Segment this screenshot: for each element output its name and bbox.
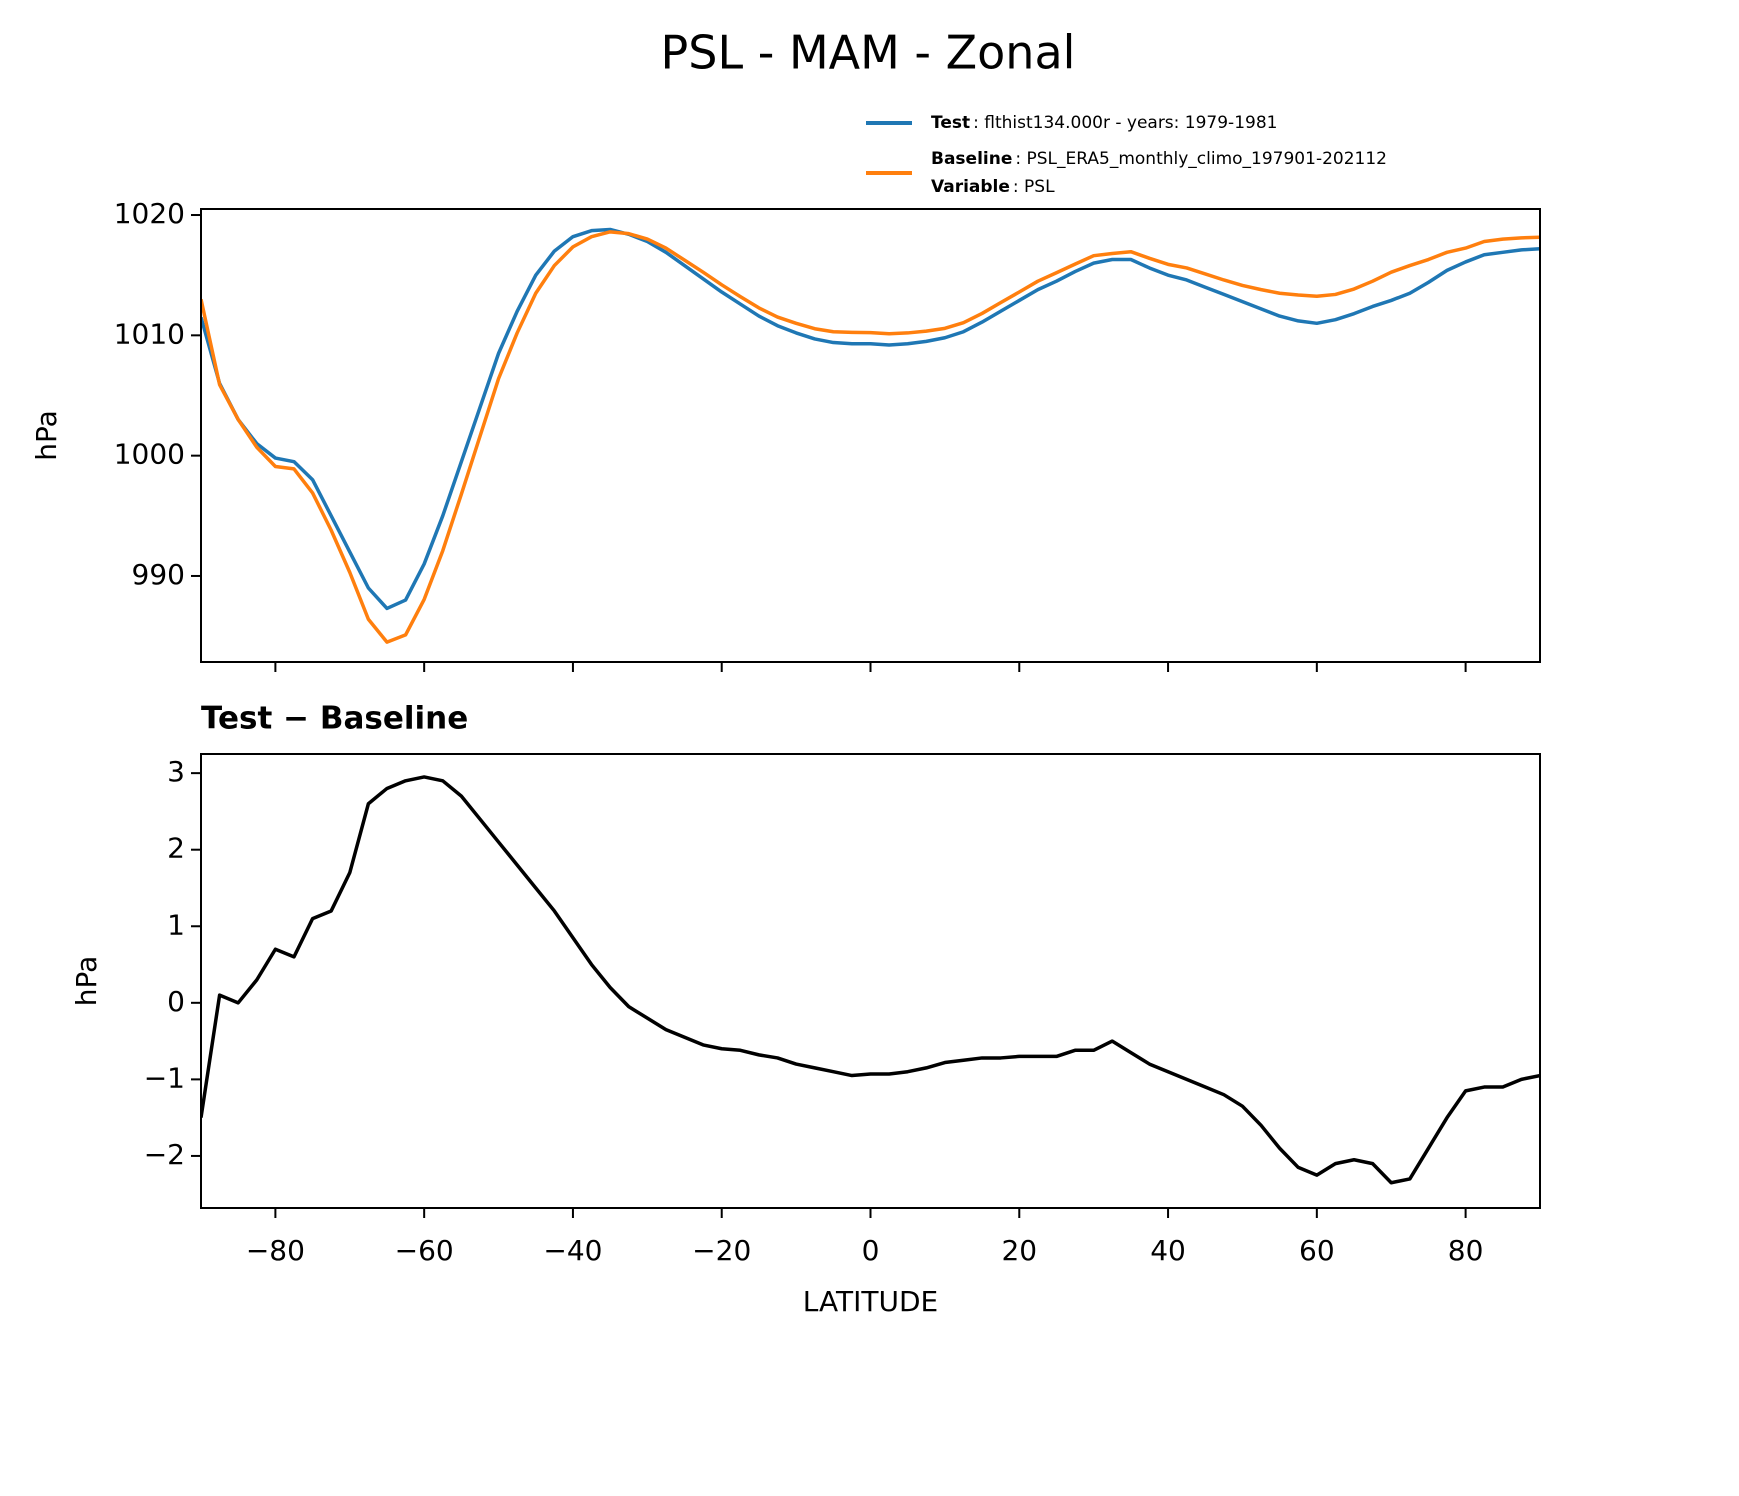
x-tick-label: −60	[395, 1234, 454, 1267]
figure-title: PSL - MAM - Zonal	[661, 26, 1076, 80]
y-tick-label: −2	[144, 1138, 185, 1171]
x-tick-label: 20	[1001, 1234, 1037, 1267]
x-tick-label: −40	[543, 1234, 602, 1267]
x-tick-label: −80	[246, 1234, 305, 1267]
y-axis-label: hPa	[30, 410, 63, 461]
subplot-title: Test − Baseline	[201, 701, 468, 737]
legend-name: Baseline	[931, 149, 1012, 169]
legend-name: Variable	[931, 177, 1010, 197]
y-tick-label: −1	[144, 1061, 185, 1094]
data-line	[201, 775, 1540, 1185]
x-tick-label: 40	[1150, 1234, 1186, 1267]
legend-name: Test	[931, 113, 970, 133]
x-axis-label: LATITUDE	[803, 1285, 938, 1318]
y-tick-label: 1	[167, 908, 185, 941]
x-tick-label: −20	[692, 1234, 751, 1267]
legend-detail: : PSL	[1013, 177, 1055, 197]
y-tick-label: 2	[167, 832, 185, 865]
x-tick-label: 60	[1299, 1234, 1335, 1267]
legend-detail: : PSL_ERA5_monthly_climo_197901-202112	[1015, 149, 1387, 169]
y-tick-label: 1020	[114, 197, 185, 230]
x-tick-label: 0	[862, 1234, 880, 1267]
y-axis-label: hPa	[70, 956, 103, 1007]
x-tick-label: 80	[1448, 1234, 1484, 1267]
data-line	[201, 227, 1540, 611]
y-tick-label: 0	[167, 985, 185, 1018]
axes-frame	[200, 753, 1541, 1209]
y-tick-label: 990	[132, 558, 185, 591]
data-line	[201, 230, 1540, 644]
y-tick-label: 1000	[114, 438, 185, 471]
axes-frame	[200, 208, 1541, 663]
y-tick-label: 1010	[114, 317, 185, 350]
y-tick-label: 3	[167, 755, 185, 788]
legend-detail: : flthist134.000r - years: 1979-1981	[973, 113, 1277, 133]
